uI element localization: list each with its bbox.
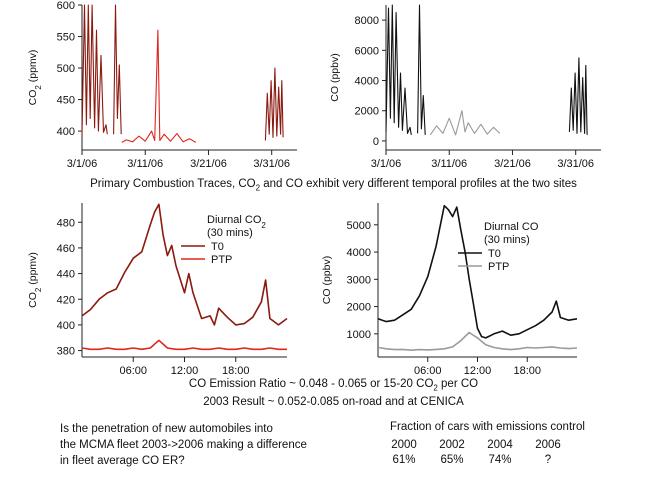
x-tick-label: 3/1/06 — [371, 158, 402, 170]
legend-title: Diurnal CO — [484, 221, 539, 233]
caption-2003-result: 2003 Result ~ 0.052-0.085 on-road and at… — [203, 396, 464, 408]
y-tick-label: 380 — [57, 346, 75, 358]
chart-co2-timeseries: 400 450 500 550 600 3/1/06 3/11/06 3/21/06 3/31/… — [27, 0, 297, 170]
y-tick-label: 400 — [57, 126, 75, 138]
y-tick-label: 400 — [57, 320, 75, 332]
y-tick-label: 480 — [57, 217, 75, 229]
series-line-ptp — [377, 331, 578, 352]
x-tick-label: 12:00 — [171, 365, 199, 377]
fraction-table: 2000 2002 2004 2006 61% 65% 74% ? — [380, 437, 572, 467]
chart-diurnal-co: 1000 2000 3000 4000 5000 06:00 12:00 18:00 CO (p… — [321, 203, 578, 377]
y-tick-label: 450 — [57, 95, 75, 107]
y-tick-label: 500 — [57, 63, 75, 75]
series-line-t0 — [81, 203, 288, 326]
y-tick-label: 0 — [373, 136, 379, 148]
series-line-t0 — [568, 57, 588, 135]
legend-title: Diurnal CO2 — [207, 214, 266, 230]
y-tick-label: 2000 — [355, 106, 379, 118]
legend-label-t0: T0 — [211, 241, 224, 253]
question-line: Is the penetration of new automobiles in… — [60, 423, 273, 435]
series-line-ptp — [81, 339, 287, 351]
y-tick-label: 600 — [57, 0, 75, 12]
x-tick-label: 3/11/06 — [127, 158, 163, 170]
legend-label-t0: T0 — [488, 248, 501, 260]
question-line: the MCMA fleet 2003->2006 making a diffe… — [60, 439, 307, 451]
y-axis-label: CO2 (ppmv) — [27, 252, 43, 308]
year-cell: 2000 — [391, 438, 417, 451]
x-tick-label: 3/11/06 — [431, 158, 467, 170]
series-line-ptp — [429, 110, 501, 136]
y-axis-label: CO (ppbv) — [329, 53, 341, 101]
y-tick-label: 4000 — [347, 247, 371, 259]
fraction-title: Fraction of cars with emissions control — [390, 421, 585, 433]
x-tick-label: 3/21/06 — [494, 158, 531, 170]
y-tick-label: 6000 — [355, 45, 379, 57]
legend-subtitle: (30 mins) — [484, 234, 530, 246]
x-tick-label: 3/21/06 — [190, 158, 227, 170]
value-cell: 61% — [392, 453, 416, 466]
x-tick-label: 18:00 — [513, 365, 541, 377]
y-tick-label: 5000 — [347, 220, 371, 232]
x-tick-label: 06:00 — [414, 365, 442, 377]
series-line-t0 — [113, 4, 122, 135]
year-cell: 2006 — [535, 438, 561, 451]
legend-label-ptp: PTP — [488, 261, 509, 273]
y-tick-label: 2000 — [347, 302, 371, 314]
y-tick-label: 440 — [57, 269, 75, 281]
question-text: Is the penetration of new automobiles in… — [60, 421, 307, 469]
series-line-t0 — [377, 204, 578, 339]
fraction-values-row: 61% 65% 74% ? — [380, 452, 572, 467]
chart-co-timeseries: 0 2000 4000 6000 8000 3/1/06 3/11/06 3/21/06 3/3… — [329, 4, 601, 170]
x-tick-label: 12:00 — [464, 365, 492, 377]
x-tick-label: 3/31/06 — [557, 158, 594, 170]
y-tick-label: 8000 — [355, 15, 379, 27]
x-tick-label: 18:00 — [222, 365, 250, 377]
y-tick-label: 3000 — [347, 274, 371, 286]
y-tick-label: 550 — [57, 32, 75, 44]
x-tick-label: 3/31/06 — [253, 158, 290, 170]
chart-diurnal-co2: 380 400 420 440 460 480 06:00 12:00 18:00 CO2 (pp… — [27, 203, 288, 377]
series-line-t0 — [385, 4, 412, 135]
caption-emission-ratio: CO Emission Ratio ~ 0.048 - 0.065 or 15-… — [188, 378, 479, 393]
y-axis-label: CO (ppbv) — [321, 256, 333, 304]
question-line: in fleet average CO ER? — [60, 455, 185, 467]
y-tick-label: 4000 — [355, 76, 379, 88]
year-cell: 2002 — [439, 438, 465, 451]
y-tick-label: 460 — [57, 243, 75, 255]
value-cell: 74% — [488, 453, 512, 466]
x-tick-label: 3/1/06 — [67, 158, 98, 170]
legend-subtitle: (30 mins) — [207, 227, 253, 239]
y-tick-label: 1000 — [347, 329, 371, 341]
value-cell: 65% — [440, 453, 464, 466]
y-axis-label: CO2 (ppmv) — [27, 50, 43, 106]
legend-label-ptp: PTP — [211, 254, 232, 266]
y-tick-label: 420 — [57, 294, 75, 306]
year-cell: 2004 — [487, 438, 513, 451]
value-cell: ? — [544, 453, 552, 466]
series-line-t0 — [417, 4, 426, 135]
x-tick-label: 06:00 — [119, 365, 147, 377]
fraction-years-row: 2000 2002 2004 2006 — [380, 437, 572, 452]
series-line-t0 — [81, 4, 108, 135]
caption-primary-traces: Primary Combustion Traces, CO2 and CO ex… — [90, 178, 577, 193]
series-line-ptp — [121, 29, 197, 143]
series-line-t0 — [264, 67, 284, 141]
